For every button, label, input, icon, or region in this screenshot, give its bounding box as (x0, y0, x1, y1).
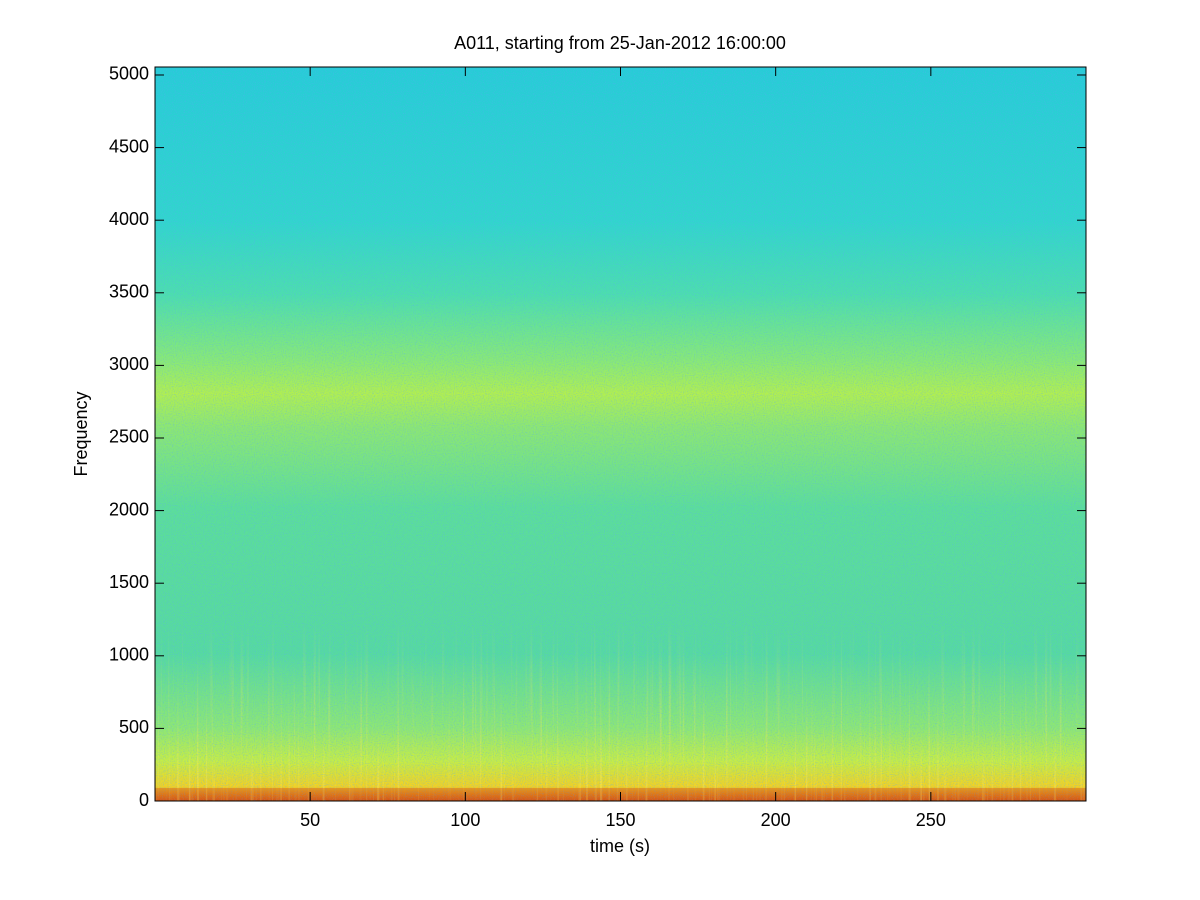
y-tick-label: 1000 (109, 645, 149, 665)
x-tick-label: 200 (761, 810, 791, 830)
y-tick-label: 3500 (109, 282, 149, 302)
x-tick-label: 100 (450, 810, 480, 830)
x-tick-label: 150 (605, 810, 635, 830)
y-tick-label: 4000 (109, 209, 149, 229)
x-tick-label: 250 (916, 810, 946, 830)
y-tick-label: 0 (139, 790, 149, 810)
y-tick-label: 1500 (109, 572, 149, 592)
y-tick-label: 2500 (109, 427, 149, 447)
y-tick-label: 2000 (109, 499, 149, 519)
y-tick-label: 500 (119, 717, 149, 737)
x-axis-label: time (s) (590, 836, 650, 856)
y-tick-label: 4500 (109, 136, 149, 156)
chart-title: A011, starting from 25-Jan-2012 16:00:00 (454, 33, 786, 53)
y-tick-label: 5000 (109, 64, 149, 84)
y-axis-label: Frequency (71, 391, 91, 476)
y-tick-label: 3000 (109, 354, 149, 374)
spectrogram-image (155, 67, 1086, 801)
x-tick-label: 50 (300, 810, 320, 830)
